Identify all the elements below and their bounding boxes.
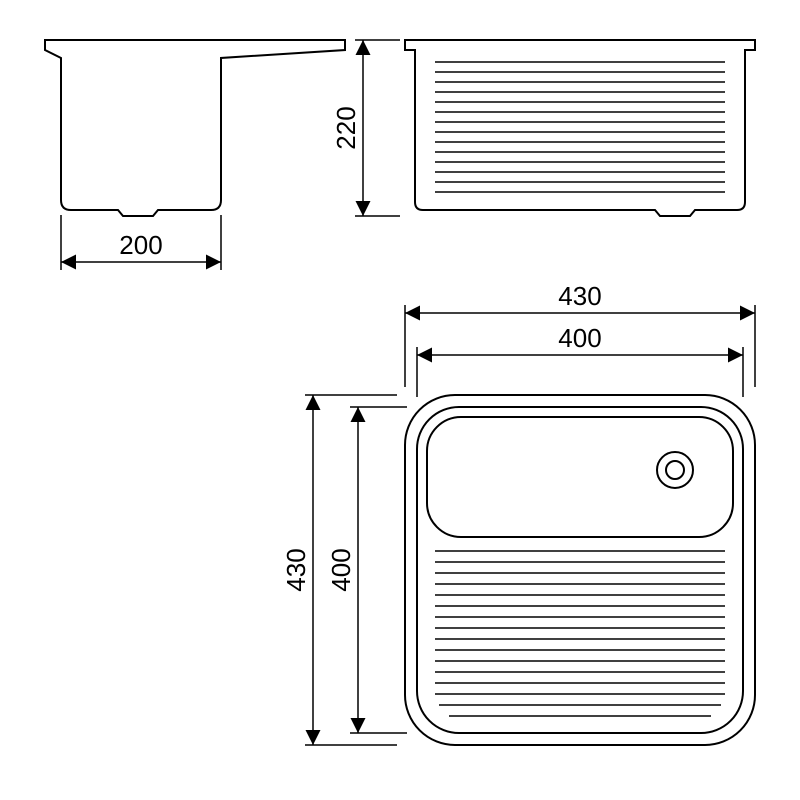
plan-inner — [417, 407, 743, 733]
technical-drawing: 200 220 — [0, 0, 800, 800]
view-front-elevation: 220 — [331, 40, 755, 216]
dim-430-h-label: 430 — [281, 548, 311, 591]
dim-200-label: 200 — [119, 230, 162, 260]
dim-400-width: 400 — [417, 323, 743, 397]
dim-400-w-label: 400 — [558, 323, 601, 353]
front-ribs — [435, 62, 725, 192]
plan-ribs — [435, 551, 725, 716]
side-outline — [45, 40, 345, 216]
drain-inner-icon — [666, 461, 684, 479]
dim-200: 200 — [61, 215, 221, 270]
plan-basin — [427, 417, 733, 537]
dim-430-w-label: 430 — [558, 281, 601, 311]
front-outline — [405, 40, 755, 216]
dim-220: 220 — [331, 40, 400, 216]
drain-outer-icon — [657, 452, 693, 488]
dim-400-height: 400 — [326, 407, 407, 733]
dim-400-h-label: 400 — [326, 548, 356, 591]
view-plan-top: 430 400 430 400 — [281, 281, 755, 745]
plan-outer — [405, 395, 755, 745]
dim-220-label: 220 — [331, 106, 361, 149]
view-side-profile: 200 — [45, 40, 345, 270]
